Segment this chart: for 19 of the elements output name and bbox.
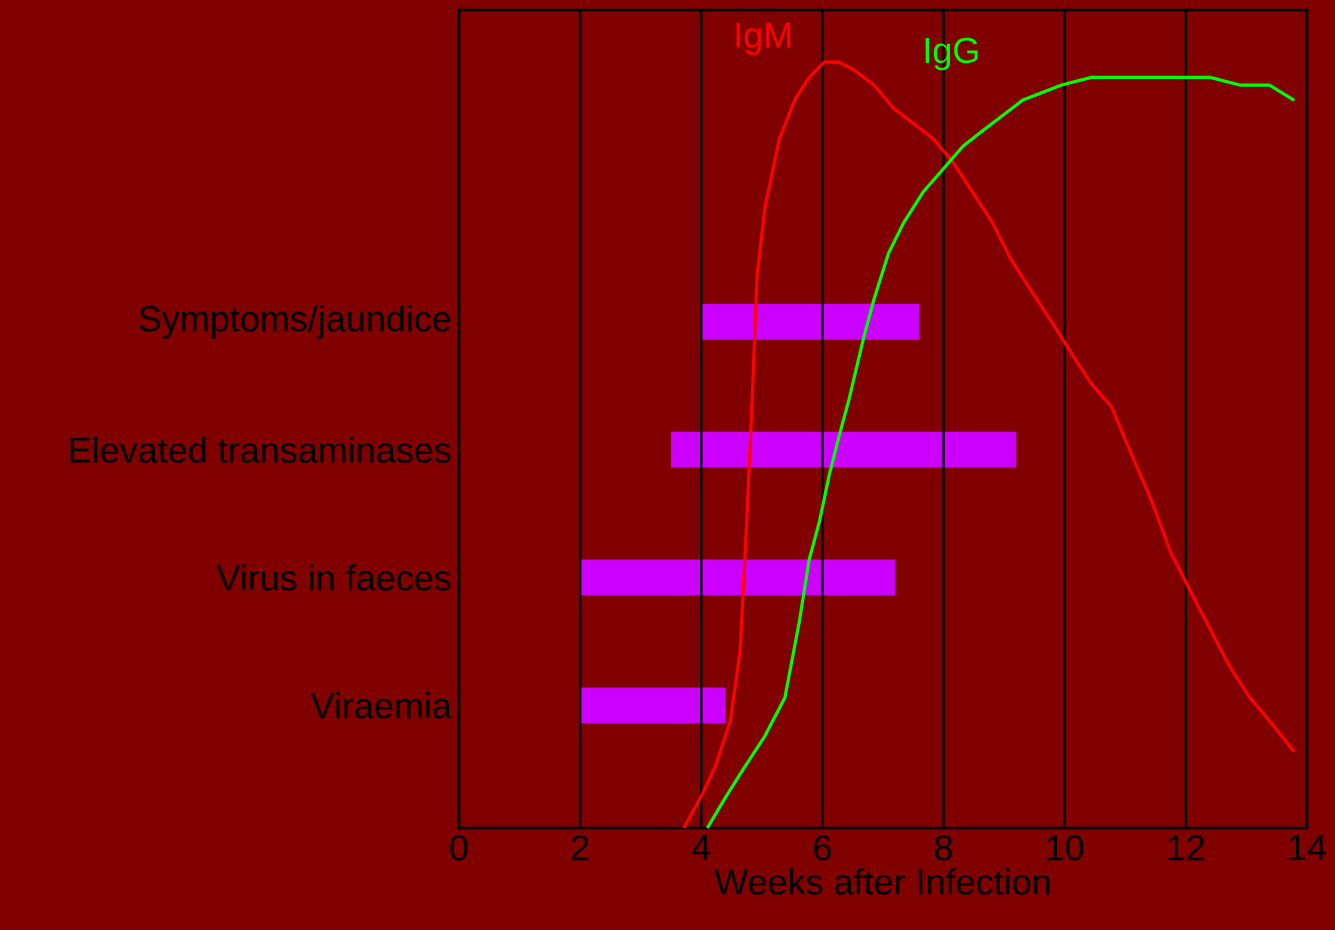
- series-label: IgM: [736, 22, 791, 55]
- y-tick-label: Viraemia: [310, 692, 452, 719]
- x-tick-label: 10: [1047, 835, 1084, 861]
- bar: [580, 559, 896, 596]
- x-tick-label: 6: [814, 835, 831, 861]
- x-tick-label: 14: [1289, 835, 1326, 860]
- x-tick-label: 8: [935, 835, 953, 861]
- x-tick-label: 12: [1168, 835, 1205, 861]
- series-label: IgG: [925, 37, 978, 71]
- bar: [701, 303, 920, 340]
- y-tick-label: Virus in faeces: [216, 564, 451, 591]
- x-tick-label: 0: [450, 835, 468, 861]
- x-tick-label: 4: [692, 835, 711, 860]
- x-tick-label: 2: [571, 835, 589, 861]
- y-tick-label: Elevated transaminases: [70, 436, 451, 463]
- x-axis-title: Weeks after Infection: [714, 868, 1050, 895]
- bar: [671, 431, 1017, 468]
- y-tick-label: Symptoms/jaundice: [139, 305, 451, 339]
- bar: [580, 687, 726, 724]
